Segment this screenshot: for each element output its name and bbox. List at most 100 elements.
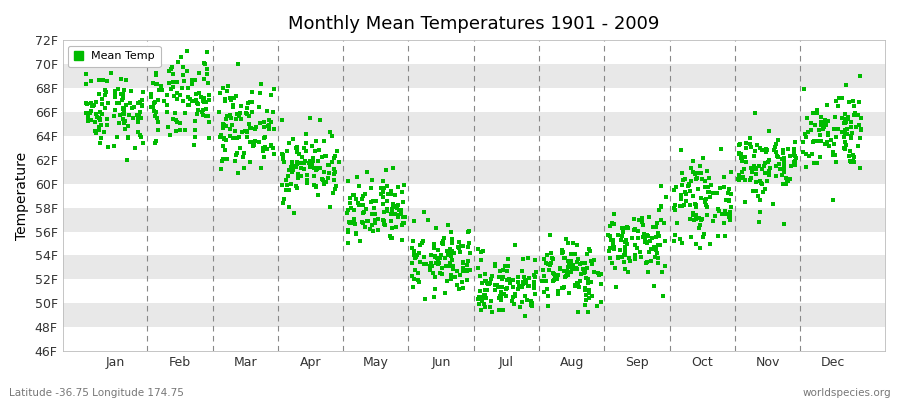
- Point: [635, 222, 650, 228]
- Point: [148, 109, 163, 115]
- Point: [780, 178, 795, 185]
- Point: [300, 176, 314, 183]
- Point: [541, 303, 555, 310]
- Point: [550, 272, 564, 278]
- Point: [658, 238, 672, 244]
- Point: [667, 205, 681, 212]
- Point: [749, 166, 763, 173]
- Point: [462, 240, 476, 246]
- Point: [329, 182, 344, 189]
- Point: [834, 94, 849, 101]
- Point: [241, 121, 256, 127]
- Point: [546, 256, 561, 262]
- Point: [227, 95, 241, 102]
- Point: [691, 225, 706, 231]
- Point: [309, 167, 323, 174]
- Point: [699, 168, 714, 174]
- Point: [329, 148, 344, 154]
- Point: [171, 59, 185, 65]
- Point: [448, 273, 463, 280]
- Point: [843, 148, 858, 154]
- Point: [79, 101, 94, 108]
- Point: [521, 275, 535, 282]
- Point: [385, 225, 400, 231]
- Point: [581, 308, 596, 315]
- Point: [148, 99, 162, 105]
- Point: [104, 70, 118, 76]
- Point: [788, 160, 803, 166]
- Point: [136, 139, 150, 146]
- Point: [712, 208, 726, 214]
- Point: [500, 263, 514, 269]
- Point: [558, 255, 572, 261]
- Point: [248, 138, 263, 145]
- Point: [787, 152, 801, 158]
- Point: [653, 203, 668, 210]
- Point: [515, 284, 529, 290]
- Point: [480, 280, 494, 287]
- Point: [359, 218, 374, 225]
- Point: [107, 112, 122, 119]
- Point: [395, 189, 410, 196]
- Point: [93, 116, 107, 122]
- Point: [238, 110, 253, 116]
- Point: [743, 141, 758, 148]
- Point: [626, 234, 640, 241]
- Point: [252, 104, 266, 110]
- Point: [708, 213, 723, 219]
- Point: [194, 109, 209, 116]
- Point: [697, 231, 711, 237]
- Point: [116, 104, 130, 111]
- Point: [692, 244, 706, 251]
- Point: [734, 151, 748, 158]
- Point: [715, 211, 729, 217]
- Point: [282, 167, 296, 173]
- Point: [652, 242, 667, 248]
- Point: [587, 269, 601, 275]
- Point: [113, 91, 128, 97]
- Point: [835, 128, 850, 135]
- Point: [655, 293, 670, 299]
- Point: [283, 186, 297, 193]
- Point: [643, 214, 657, 220]
- Point: [814, 114, 828, 120]
- Point: [303, 157, 318, 164]
- Point: [423, 263, 437, 269]
- Point: [239, 128, 254, 134]
- Point: [578, 287, 592, 293]
- Point: [380, 207, 394, 214]
- Point: [230, 116, 244, 122]
- Point: [750, 142, 764, 148]
- Point: [731, 176, 745, 182]
- Point: [108, 88, 122, 94]
- Point: [701, 189, 716, 196]
- Point: [426, 270, 440, 276]
- Point: [417, 254, 431, 260]
- Point: [517, 279, 531, 285]
- Point: [608, 246, 622, 252]
- Point: [256, 154, 271, 161]
- Point: [594, 281, 608, 287]
- Point: [821, 132, 835, 138]
- Point: [659, 194, 673, 200]
- Point: [617, 244, 632, 250]
- Point: [435, 265, 449, 271]
- Point: [307, 164, 321, 171]
- Point: [570, 266, 584, 272]
- Point: [619, 241, 634, 247]
- Point: [132, 108, 147, 115]
- Point: [293, 165, 308, 172]
- Point: [604, 237, 618, 243]
- Point: [683, 234, 698, 240]
- Point: [831, 103, 845, 109]
- Point: [839, 142, 853, 148]
- Point: [100, 78, 114, 85]
- Point: [548, 274, 562, 280]
- Point: [761, 158, 776, 165]
- Point: [463, 250, 477, 256]
- Point: [309, 138, 323, 144]
- Point: [196, 107, 211, 113]
- Point: [601, 232, 616, 238]
- Point: [485, 308, 500, 315]
- Point: [605, 219, 619, 226]
